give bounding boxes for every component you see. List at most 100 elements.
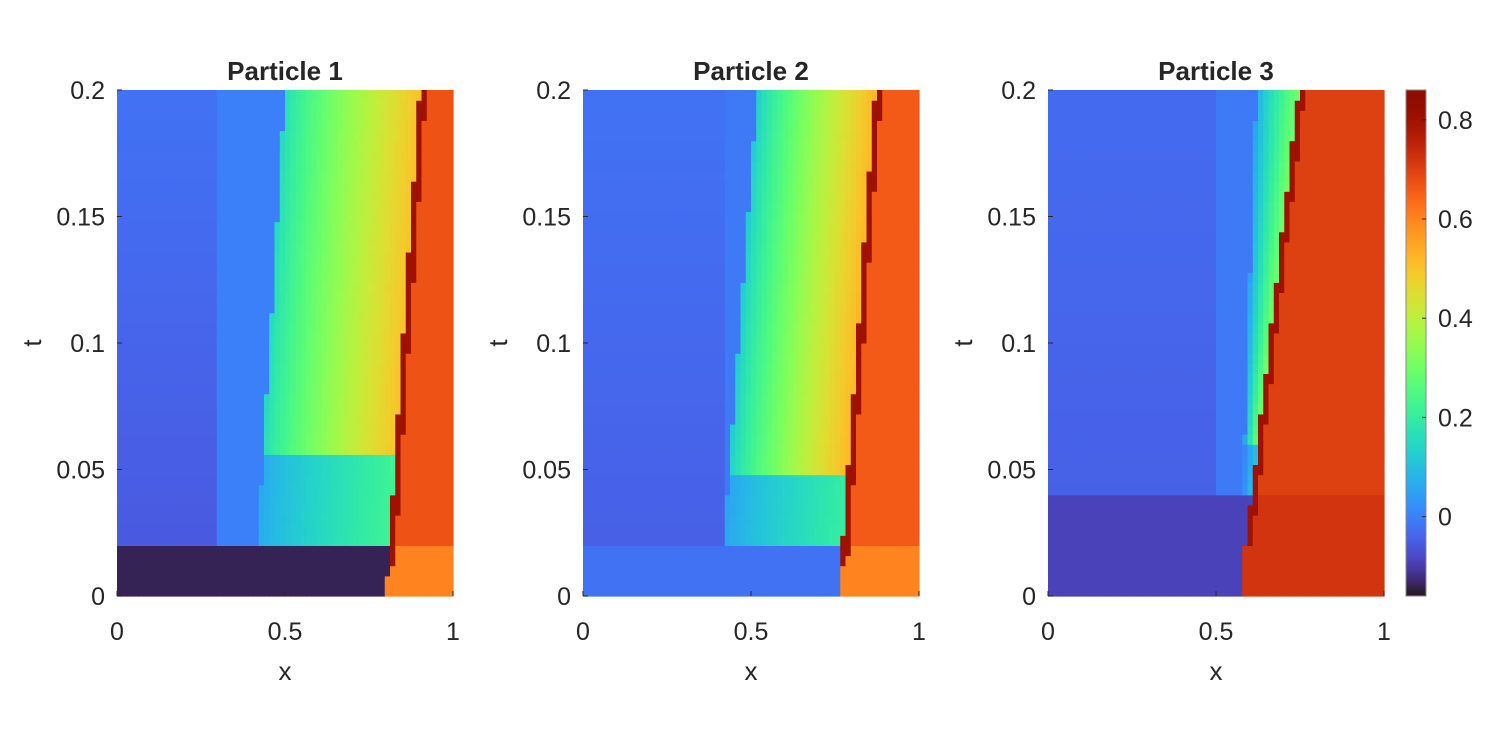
heatmap-cell [117, 242, 123, 253]
heatmap-cell [374, 262, 380, 273]
heatmap-cell [154, 525, 160, 536]
heatmap-cell [128, 211, 134, 222]
heatmap-cell [882, 556, 888, 567]
heatmap-cell [898, 566, 904, 577]
heatmap-cell [699, 343, 705, 354]
heatmap-cell [416, 90, 422, 101]
heatmap-cell [243, 475, 249, 486]
heatmap-cell [877, 434, 883, 445]
heatmap-cell [709, 535, 715, 546]
heatmap-cell [814, 363, 820, 374]
heatmap-cell [343, 556, 349, 567]
heatmap-cell [296, 110, 302, 121]
heatmap-cell [170, 120, 176, 131]
heatmap-cell [814, 495, 820, 506]
heatmap-cell [149, 404, 155, 415]
heatmap-cell [311, 353, 317, 364]
heatmap-cell [191, 454, 197, 465]
heatmap-cell [814, 373, 820, 384]
heatmap-cell [427, 171, 433, 182]
heatmap-cell [301, 586, 307, 597]
heatmap-cell [275, 130, 281, 141]
heatmap-cell [767, 566, 773, 577]
heatmap-cell [819, 535, 825, 546]
heatmap-cell [353, 252, 359, 263]
heatmap-cell [401, 201, 407, 212]
heatmap-cell [406, 120, 412, 131]
heatmap-cell [254, 434, 260, 445]
heatmap-cell [693, 576, 699, 587]
heatmap-cell [359, 100, 365, 111]
heatmap-cell [206, 373, 212, 384]
heatmap-cell [222, 323, 228, 334]
heatmap-cell [835, 454, 841, 465]
heatmap-cell [248, 434, 254, 445]
heatmap-cell [625, 576, 631, 587]
heatmap-cell [149, 323, 155, 334]
heatmap-cell [427, 242, 433, 253]
heatmap-cell [651, 545, 657, 556]
heatmap-cell [348, 282, 354, 293]
heatmap-cell [835, 495, 841, 506]
heatmap-cell [238, 100, 244, 111]
heatmap-cell [133, 535, 139, 546]
heatmap-cell [615, 394, 621, 405]
heatmap-cell [861, 353, 867, 364]
heatmap-cell [159, 454, 165, 465]
heatmap-cell [327, 120, 333, 131]
heatmap-cell [427, 576, 433, 587]
heatmap-cell [311, 282, 317, 293]
heatmap-cell [662, 515, 668, 526]
heatmap-cell [254, 130, 260, 141]
heatmap-cell [825, 485, 831, 496]
heatmap-cell [762, 505, 768, 516]
heatmap-cell [264, 515, 270, 526]
heatmap-cell [170, 272, 176, 283]
heatmap-cell [390, 525, 396, 536]
heatmap-cell [882, 525, 888, 536]
heatmap-cell [332, 313, 338, 324]
heatmap-cell [364, 181, 370, 192]
heatmap-cell [149, 191, 155, 202]
heatmap-cell [254, 211, 260, 222]
heatmap-cell [888, 454, 894, 465]
heatmap-cell [641, 424, 647, 435]
heatmap-cell [285, 404, 291, 415]
heatmap-cell [688, 556, 694, 567]
heatmap-cell [835, 424, 841, 435]
heatmap-cell [254, 556, 260, 567]
heatmap-cell [625, 505, 631, 516]
heatmap-cell [893, 394, 899, 405]
heatmap-cell [646, 444, 652, 455]
heatmap-cell [385, 242, 391, 253]
heatmap-cell [248, 191, 254, 202]
heatmap-cell [882, 373, 888, 384]
heatmap-cell [735, 394, 741, 405]
heatmap-cell [432, 292, 438, 303]
heatmap-cell [825, 475, 831, 486]
heatmap-cell [406, 232, 412, 243]
heatmap-cell [196, 211, 202, 222]
heatmap-cell [259, 414, 265, 425]
heatmap-cell [767, 525, 773, 536]
heatmap-cell [856, 414, 862, 425]
heatmap-cell [353, 535, 359, 546]
heatmap-cell [264, 556, 270, 567]
heatmap-cell [840, 535, 846, 546]
heatmap-cell [364, 505, 370, 516]
heatmap-cell [741, 454, 747, 465]
heatmap-cell [646, 383, 652, 394]
heatmap-cell [317, 171, 323, 182]
heatmap-cell [422, 363, 428, 374]
heatmap-cell [332, 424, 338, 435]
heatmap-cell [327, 586, 333, 597]
heatmap-cell [117, 272, 123, 283]
heatmap-cell [128, 292, 134, 303]
heatmap-cell [609, 535, 615, 546]
heatmap-cell [825, 363, 831, 374]
heatmap-cell [322, 151, 328, 162]
heatmap-cell [206, 272, 212, 283]
heatmap-cell [227, 211, 233, 222]
heatmap-cell [185, 495, 191, 506]
heatmap-cell [311, 242, 317, 253]
